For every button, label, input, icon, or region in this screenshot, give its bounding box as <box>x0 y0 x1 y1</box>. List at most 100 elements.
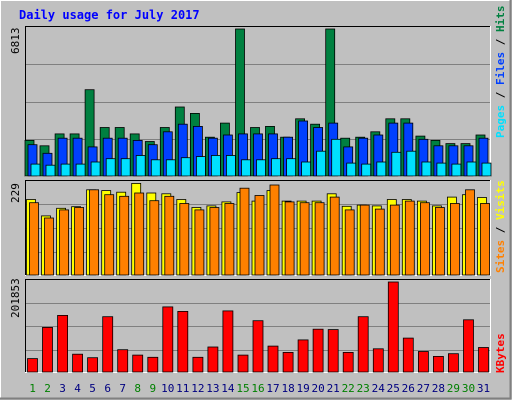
bar-sites-day-19 <box>299 202 310 276</box>
bar-pages-day-5 <box>90 161 101 177</box>
bar-sites-day-18 <box>284 201 295 276</box>
bar-sites-day-3 <box>59 209 69 276</box>
bar-kbytes-day-5 <box>87 357 98 373</box>
legend-sep-3: / <box>494 220 507 240</box>
bar-pages-day-30 <box>466 161 477 177</box>
bar-kbytes-day-1 <box>27 358 38 373</box>
bar-pages-day-13 <box>210 155 221 177</box>
bar-sites-day-22 <box>344 209 355 276</box>
bar-pages-day-29 <box>451 163 462 177</box>
bar-sites-day-30 <box>465 189 475 276</box>
bar-pages-day-9 <box>150 159 161 177</box>
bar-sites-day-26 <box>404 200 415 276</box>
bar-kbytes-day-31 <box>478 347 489 373</box>
bar-pages-day-10 <box>165 159 176 177</box>
bar-kbytes-day-25 <box>387 281 399 373</box>
day-label-28: 28 <box>432 382 445 395</box>
bar-sites-day-12 <box>194 209 205 276</box>
day-label-8: 8 <box>134 382 141 395</box>
bar-kbytes-day-23 <box>357 316 369 373</box>
day-label-25: 25 <box>387 382 400 395</box>
legend-pages: Pages <box>494 105 507 138</box>
day-label-7: 7 <box>119 382 126 395</box>
day-label-11: 11 <box>176 382 189 395</box>
bar-kbytes-day-24 <box>372 348 384 373</box>
hits-files-pages-panel <box>24 26 492 177</box>
bar-pages-day-4 <box>75 163 86 177</box>
bar-pages-day-16 <box>256 159 266 177</box>
day-label-17: 17 <box>266 382 279 395</box>
day-label-5: 5 <box>89 382 96 395</box>
bar-pages-day-21 <box>331 138 342 177</box>
panel-2-ymax-label: 201853 <box>9 278 22 318</box>
day-label-3: 3 <box>59 382 66 395</box>
bar-pages-day-28 <box>436 162 447 177</box>
bar-sites-day-21 <box>329 196 340 276</box>
bar-kbytes-day-18 <box>282 351 294 373</box>
bar-pages-day-3 <box>60 163 71 177</box>
bar-sites-day-29 <box>449 203 460 276</box>
bar-kbytes-day-21 <box>327 329 339 373</box>
bar-pages-day-27 <box>421 161 432 177</box>
day-label-27: 27 <box>417 382 430 395</box>
bar-pages-day-26 <box>406 150 417 177</box>
bar-pages-day-18 <box>286 158 297 177</box>
bar-kbytes-day-7 <box>117 349 129 373</box>
bar-kbytes-day-11 <box>177 310 189 373</box>
bar-kbytes-day-10 <box>162 306 174 373</box>
day-label-23: 23 <box>357 382 370 395</box>
bar-pages-day-22 <box>346 162 357 177</box>
bar-pages-day-8 <box>135 155 146 177</box>
bar-kbytes-day-27 <box>417 351 429 373</box>
day-label-31: 31 <box>477 382 490 395</box>
bar-kbytes-day-22 <box>342 351 354 373</box>
bar-sites-day-11 <box>179 203 190 276</box>
legend-sep-1: / <box>494 85 507 105</box>
visits-sites-panel <box>25 180 491 276</box>
bar-kbytes-day-4 <box>72 353 83 373</box>
bar-pages-day-20 <box>316 150 327 177</box>
day-label-14: 14 <box>221 382 235 395</box>
bar-sites-day-4 <box>74 207 84 276</box>
day-label-26: 26 <box>402 382 415 395</box>
legend-sites: Sites <box>494 240 507 273</box>
bar-pages-day-1 <box>30 163 41 177</box>
bar-sites-day-10 <box>164 195 175 276</box>
day-label-24: 24 <box>372 382 386 395</box>
day-label-18: 18 <box>281 382 294 395</box>
bar-pages-day-12 <box>195 156 206 177</box>
bar-sites-day-20 <box>314 202 325 276</box>
bar-sites-day-2 <box>44 217 54 276</box>
bar-kbytes-day-15 <box>237 354 249 373</box>
bar-pages-day-23 <box>361 163 372 177</box>
bar-kbytes-day-8 <box>132 354 144 373</box>
panel-0-ymax-label: 6813 <box>9 28 22 55</box>
bar-pages-day-14 <box>225 155 236 177</box>
day-label-10: 10 <box>161 382 174 395</box>
bar-sites-day-31 <box>480 203 490 276</box>
bar-kbytes-day-17 <box>267 345 279 373</box>
bar-sites-day-7 <box>119 195 130 276</box>
legend-hits: Hits <box>494 6 507 33</box>
day-label-22: 22 <box>342 382 355 395</box>
panel-0-legend: Pages / Files / Hits <box>494 6 507 139</box>
day-label-15: 15 <box>236 382 249 395</box>
bar-sites-day-13 <box>209 207 220 276</box>
bar-pages-day-31 <box>481 162 492 177</box>
bar-sites-day-15 <box>239 187 250 276</box>
bar-sites-day-24 <box>374 208 385 276</box>
day-label-6: 6 <box>104 382 111 395</box>
bar-sites-day-5 <box>89 189 99 276</box>
day-label-2: 2 <box>44 382 51 395</box>
bar-pages-day-24 <box>376 161 387 177</box>
day-label-29: 29 <box>447 382 460 395</box>
bar-kbytes-day-13 <box>207 346 219 373</box>
day-label-1: 1 <box>29 382 36 395</box>
panel-1-legend: Sites / Visits <box>494 180 507 273</box>
bar-sites-day-17 <box>269 184 280 276</box>
bar-sites-day-8 <box>134 192 145 276</box>
bar-pages-day-11 <box>180 157 191 177</box>
panel-1-ymax-label: 229 <box>9 183 22 203</box>
bar-pages-day-17 <box>271 158 281 177</box>
